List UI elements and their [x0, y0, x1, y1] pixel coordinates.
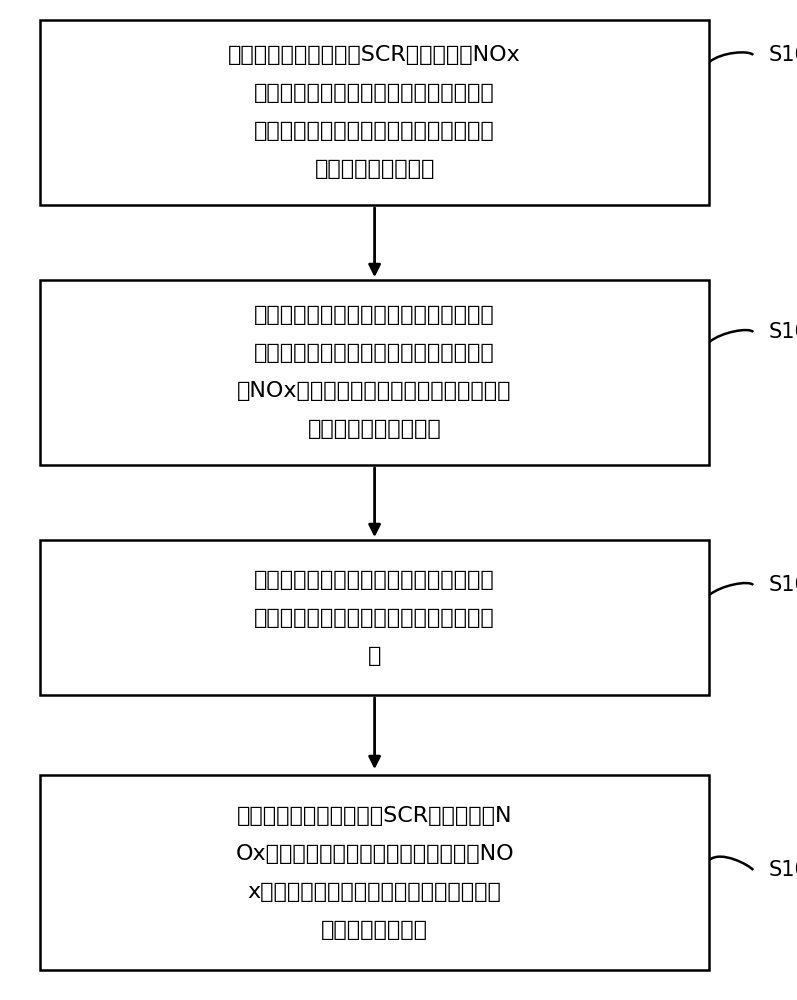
Text: S103: S103 — [769, 575, 797, 595]
Bar — [40, 775, 709, 970]
Text: 所述辅助变量在不同迟延时间下的互信息: 所述辅助变量在不同迟延时间下的互信息 — [254, 607, 495, 628]
Text: 史运行数据，其中，所述变量具体包括：: 史运行数据，其中，所述变量具体包括： — [254, 121, 495, 141]
Text: 根据所述互信息值，确定SCR反应器入口N: 根据所述互信息值，确定SCR反应器入口N — [237, 806, 512, 826]
Text: x序列进行校正，重构辅助变量样本空间，: x序列进行校正，重构辅助变量样本空间， — [248, 882, 501, 902]
Text: 间，获取重构目标变量: 间，获取重构目标变量 — [308, 419, 442, 439]
Text: 确定与选择性催化还原SCR反应器入口NOx: 确定与选择性催化还原SCR反应器入口NOx — [228, 45, 521, 65]
Text: 采用物理实验测量方法确定烟气测量系统: 采用物理实验测量方法确定烟气测量系统 — [254, 305, 495, 325]
Text: 基于互信息方法计算所述重构目标变量与: 基于互信息方法计算所述重构目标变量与 — [254, 570, 495, 589]
Text: 获取重构辅助变量: 获取重构辅助变量 — [321, 920, 428, 940]
Bar — [40, 540, 709, 695]
Text: Ox迟延时间，并根据该迟延时间对入口NO: Ox迟延时间，并根据该迟延时间对入口NO — [235, 844, 514, 863]
Text: 测量的迟延时间，并根据该迟延时间对入: 测量的迟延时间，并根据该迟延时间对入 — [254, 343, 495, 363]
Text: 相关的变量，并采集与所述变量相关的历: 相关的变量，并采集与所述变量相关的历 — [254, 83, 495, 103]
Text: S104: S104 — [769, 860, 797, 880]
Text: 口NOx序列进行校正，重构目标变量样本空: 口NOx序列进行校正，重构目标变量样本空 — [238, 381, 512, 401]
Text: S102: S102 — [769, 322, 797, 342]
Bar — [40, 280, 709, 465]
Text: S101: S101 — [769, 45, 797, 65]
Text: 值: 值 — [368, 646, 381, 666]
Text: 目标变量与辅助变量: 目标变量与辅助变量 — [314, 159, 435, 179]
Bar — [40, 20, 709, 205]
